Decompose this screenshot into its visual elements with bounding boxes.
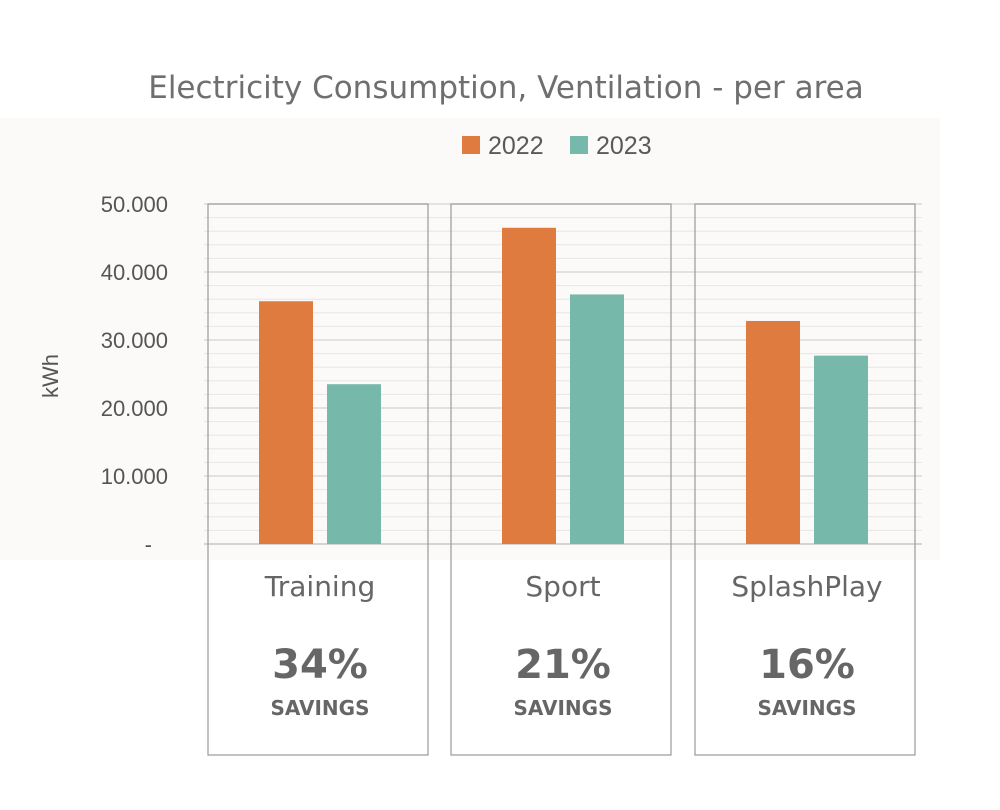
category-panels: [207, 203, 916, 756]
savings-percent: 16%: [759, 642, 855, 688]
y-tick-label: 20.000: [101, 396, 168, 421]
savings-percent: 34%: [272, 642, 368, 688]
category-panel: [450, 203, 672, 756]
bar: [502, 227, 556, 545]
x-tick-label: SplashPlay: [731, 570, 882, 603]
legend-label-2023: 2023: [596, 132, 652, 160]
bar: [814, 355, 868, 544]
bar: [327, 384, 381, 544]
y-tick-labels: - 10.000 20.000 30.000 40.000 50.000: [101, 192, 168, 557]
savings-label: SAVINGS: [270, 696, 369, 720]
bar: [746, 320, 800, 544]
savings-annotations: 34% SAVINGS 21% SAVINGS 16% SAVINGS: [270, 642, 856, 720]
category-panel: [207, 203, 429, 756]
bar: [570, 294, 624, 544]
savings-label: SAVINGS: [513, 696, 612, 720]
savings-percent: 21%: [515, 642, 611, 688]
y-tick-label: 40.000: [101, 260, 168, 285]
y-tick-label: 10.000: [101, 464, 168, 489]
y-tick-label: -: [145, 532, 152, 557]
legend-label-2022: 2022: [488, 132, 544, 160]
legend-swatch-2022: [462, 136, 480, 154]
x-tick-label: Training: [264, 570, 375, 603]
y-axis-label: kWh: [38, 354, 63, 398]
bar: [259, 301, 313, 544]
gridlines: [204, 203, 922, 545]
category-labels: Training Sport SplashPlay: [264, 570, 883, 603]
legend-swatch-2023: [570, 136, 588, 154]
bars: [259, 227, 868, 545]
chart-title: Electricity Consumption, Ventilation - p…: [148, 70, 864, 106]
category-panel: [694, 203, 916, 756]
savings-label: SAVINGS: [757, 696, 856, 720]
y-tick-label: 30.000: [101, 328, 168, 353]
legend: 2022 2023: [462, 132, 652, 160]
x-tick-label: Sport: [525, 570, 600, 603]
y-tick-label: 50.000: [101, 192, 168, 217]
